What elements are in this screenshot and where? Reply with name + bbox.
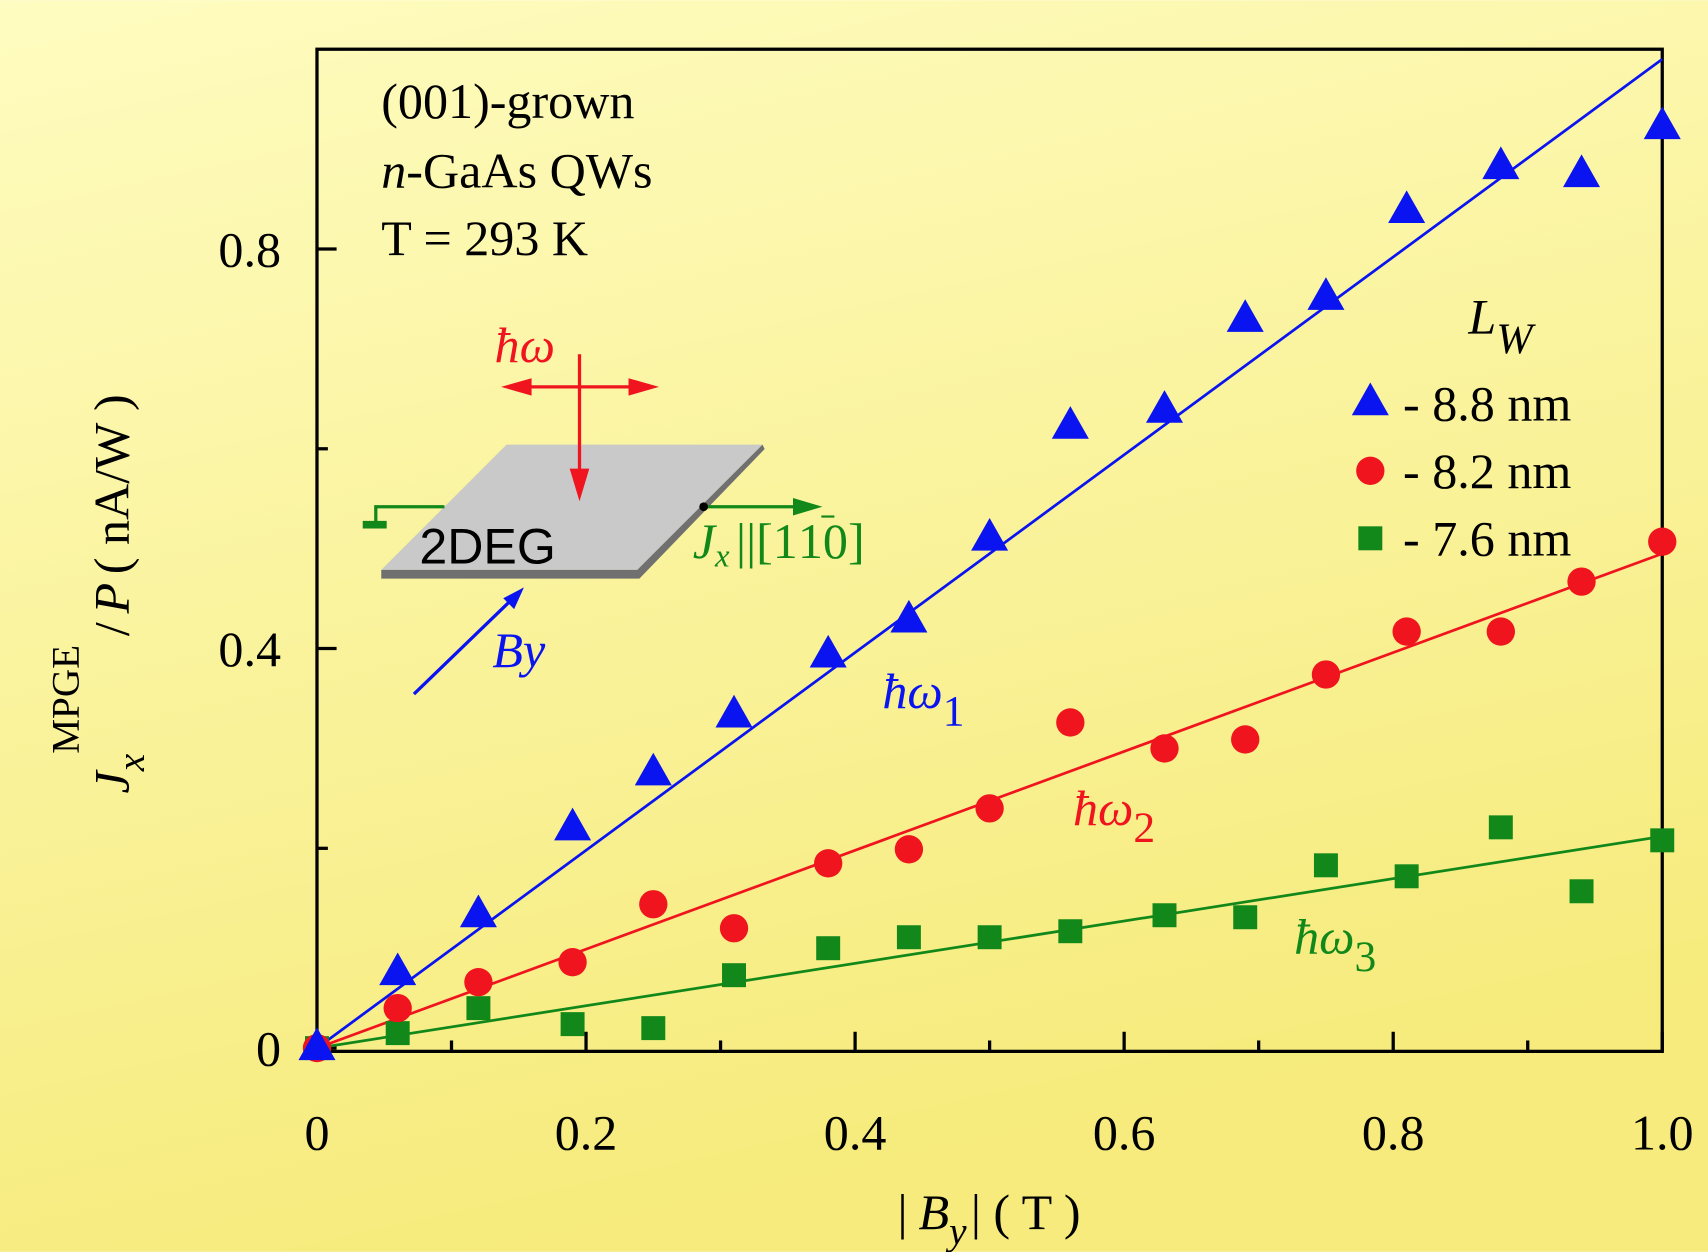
legend-title-text: L [1467, 289, 1496, 345]
marker-circle [1392, 617, 1420, 645]
y-label-part: / [84, 622, 140, 636]
marker-square [1358, 526, 1382, 550]
series-label-text: ħω [882, 663, 942, 719]
note: n-GaAs QWs [381, 143, 652, 199]
marker-circle [1312, 660, 1340, 688]
marker-square [722, 963, 746, 987]
series-label-sub: 3 [1354, 933, 1376, 981]
x-label-part: | [898, 1184, 908, 1240]
marker-square [1570, 879, 1594, 903]
x-tick-label: 0 [304, 1104, 329, 1160]
x-label-part: B [918, 1184, 949, 1240]
marker-square [816, 936, 840, 960]
x-tick-label: 0.2 [555, 1104, 618, 1160]
note-text: T = 293 K [381, 210, 588, 266]
y-tick-label: 0.8 [218, 221, 281, 277]
marker-square [1233, 905, 1257, 929]
marker-circle [384, 994, 412, 1022]
note-text: -GaAs QWs [406, 143, 652, 199]
inset-current-part: x [714, 539, 730, 575]
note: (001)-grown [381, 73, 634, 129]
legend-label: - 7.6 nm [1403, 511, 1571, 567]
marker-circle [1487, 617, 1515, 645]
inset-contact-dot [699, 502, 708, 511]
series-label-text: ħω [1294, 908, 1354, 964]
marker-circle [558, 948, 586, 976]
series-label-sub: 1 [943, 688, 965, 736]
marker-square [466, 996, 490, 1020]
marker-circle [464, 968, 492, 996]
inset-current-part: ||[1 [736, 513, 798, 569]
series-label-sub: 2 [1133, 804, 1155, 852]
y-label-part: J [84, 768, 140, 793]
series-label-text: ħω [1073, 780, 1133, 836]
marker-circle [1648, 528, 1676, 556]
page: 00.20.40.60.81.000.40.8ħω1- 8.8 nmħω2- 8… [0, 0, 1708, 1252]
chart: 00.20.40.60.81.000.40.8ħω1- 8.8 nmħω2- 8… [0, 0, 1708, 1252]
x-label-part: y [945, 1210, 967, 1252]
inset-current-part: 0] [823, 513, 865, 569]
marker-square [1058, 919, 1082, 943]
marker-circle [814, 849, 842, 877]
y-label-part: MPGE [44, 645, 87, 754]
inset-photon-label: ħω [495, 317, 555, 373]
inset-contact [363, 521, 387, 529]
marker-square [1395, 864, 1419, 888]
marker-circle [1150, 734, 1178, 762]
y-label-part: ( nA/W ) [84, 394, 140, 574]
marker-circle [1056, 708, 1084, 736]
marker-circle [639, 890, 667, 918]
legend-label: - 8.8 nm [1403, 376, 1571, 432]
note-text: n [381, 143, 406, 199]
note: T = 293 K [381, 210, 588, 266]
marker-square [386, 1021, 410, 1045]
marker-square [978, 925, 1002, 949]
marker-square [1314, 853, 1338, 877]
y-tick-label: 0 [256, 1021, 281, 1077]
x-tick-label: 0.8 [1362, 1104, 1425, 1160]
marker-circle [1231, 725, 1259, 753]
marker-square [897, 925, 921, 949]
marker-square [641, 1016, 665, 1040]
marker-square [561, 1012, 585, 1036]
marker-circle [1356, 457, 1384, 485]
y-label-part: x [110, 753, 153, 772]
legend-title-sub: W [1496, 315, 1536, 363]
note-text: (001)-grown [381, 73, 634, 129]
x-tick-label: 1.0 [1631, 1104, 1694, 1160]
y-tick-label: 0.4 [218, 621, 281, 677]
inset-layer-label: 2DEG [419, 518, 555, 574]
x-tick-label: 0.6 [1093, 1104, 1156, 1160]
marker-square [1153, 903, 1177, 927]
inset-current-part: 1 [798, 513, 823, 569]
marker-circle [975, 794, 1003, 822]
marker-square [1650, 828, 1674, 852]
legend-label: - 8.2 nm [1403, 443, 1571, 499]
marker-square [1489, 815, 1513, 839]
inset-field-label: By [492, 622, 546, 678]
marker-circle [1567, 567, 1595, 595]
marker-circle [720, 914, 748, 942]
y-label-part: P [84, 583, 140, 615]
marker-circle [895, 835, 923, 863]
x-label-part: | ( T ) [971, 1184, 1081, 1240]
x-tick-label: 0.4 [824, 1104, 887, 1160]
